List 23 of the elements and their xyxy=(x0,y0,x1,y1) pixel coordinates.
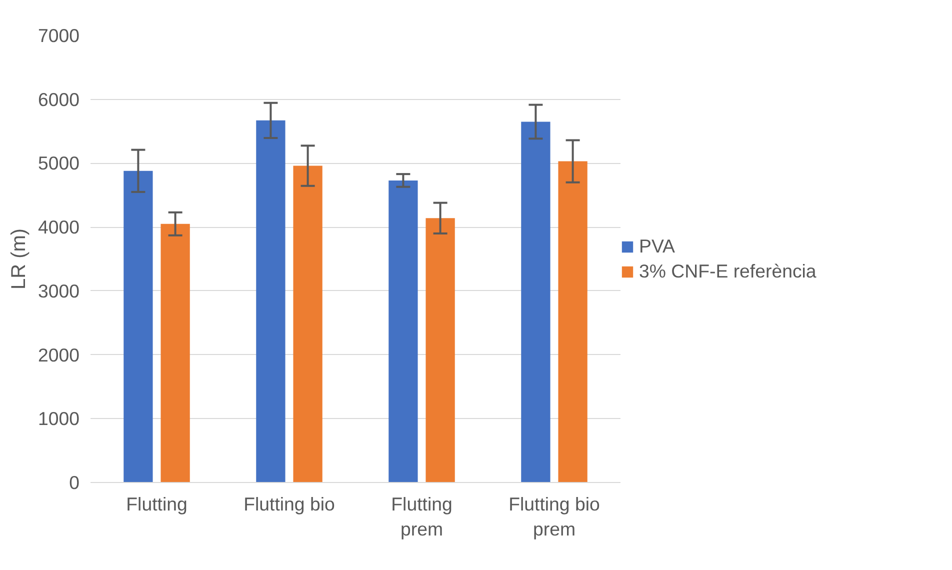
x-tick-label: Flutting xyxy=(126,494,188,514)
bar xyxy=(388,180,418,482)
bar xyxy=(426,218,455,482)
legend-label: 3% CNF-E referència xyxy=(639,260,816,282)
bar xyxy=(521,122,550,482)
y-tick-label: 2000 xyxy=(38,344,80,366)
y-axis-title: LR (m) xyxy=(8,228,30,290)
bar xyxy=(558,161,588,482)
legend-label: PVA xyxy=(639,235,675,257)
y-tick-label: 5000 xyxy=(38,152,80,174)
x-tick-label: Flutting prem xyxy=(391,494,452,540)
bar xyxy=(124,170,153,482)
x-tick-label: Flutting bio xyxy=(244,494,335,514)
y-tick-label: 3000 xyxy=(38,280,80,302)
y-tick-label: 4000 xyxy=(38,216,80,238)
y-tick-label: 1000 xyxy=(38,408,80,430)
y-tick-label: 0 xyxy=(69,472,80,493)
y-tick-label: 6000 xyxy=(38,88,80,110)
bar xyxy=(293,166,322,482)
bar xyxy=(160,224,190,482)
bar xyxy=(256,120,286,482)
y-tick-label: 7000 xyxy=(38,25,80,46)
x-tick-label: Flutting bio prem xyxy=(508,494,600,540)
